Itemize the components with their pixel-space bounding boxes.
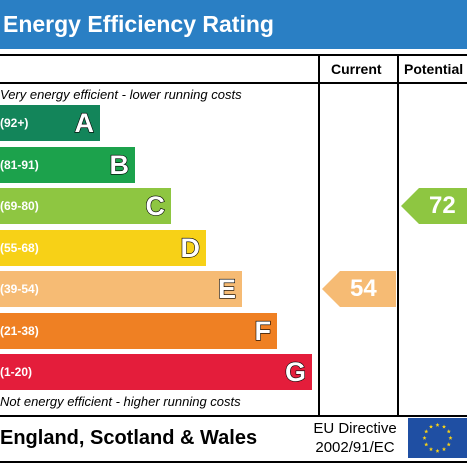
eu-star-icon bbox=[441, 447, 447, 452]
eu-star-icon bbox=[446, 429, 451, 434]
band-d: (55-68) D bbox=[0, 230, 206, 266]
column-divider-current bbox=[318, 54, 320, 417]
band-b: (81-91) B bbox=[0, 147, 135, 183]
column-header-potential: Potential bbox=[404, 61, 464, 77]
current-rating-value: 54 bbox=[350, 275, 377, 302]
eu-star-icon bbox=[428, 424, 434, 429]
frame-header-divider bbox=[0, 82, 467, 84]
note-bottom: Not energy efficient - higher running co… bbox=[0, 394, 241, 409]
frame-footer-line bbox=[0, 415, 467, 417]
eu-star-icon bbox=[424, 429, 429, 434]
band-range-label: (55-68) bbox=[0, 241, 39, 255]
eu-star-icon bbox=[422, 435, 427, 440]
band-letter-label: A bbox=[74, 107, 95, 138]
band-e: (39-54) E bbox=[0, 271, 242, 307]
band-letter-label: C bbox=[145, 190, 166, 221]
eu-directive-line2: 2002/91/EC bbox=[315, 439, 395, 456]
band-letter-label: E bbox=[217, 273, 236, 304]
eu-star-icon bbox=[446, 442, 451, 447]
eu-star-icon bbox=[435, 422, 440, 427]
band-f: (21-38) F bbox=[0, 313, 277, 349]
band-range-label: (69-80) bbox=[0, 199, 39, 213]
eu-directive-line1: EU Directive bbox=[313, 420, 397, 437]
eu-star-icon bbox=[441, 424, 447, 429]
eu-star-icon bbox=[435, 448, 440, 453]
band-letter-label: F bbox=[254, 315, 272, 346]
band-range-label: (92+) bbox=[0, 116, 29, 130]
note-top: Very energy efficient - lower running co… bbox=[0, 87, 242, 102]
band-letter-label: B bbox=[109, 149, 130, 180]
frame-top-line bbox=[0, 54, 467, 56]
eu-star-icon bbox=[424, 442, 429, 447]
eu-star-icon bbox=[428, 447, 434, 452]
potential-rating-shape bbox=[401, 188, 467, 224]
eu-flag-icon bbox=[408, 418, 467, 458]
current-rating: 54 bbox=[322, 271, 396, 307]
band-c: (69-80) C bbox=[0, 188, 171, 224]
band-range-label: (1-20) bbox=[0, 365, 33, 379]
band-g: (1-20) G bbox=[0, 354, 312, 390]
band-letter-label: G bbox=[284, 356, 306, 387]
column-header-current: Current bbox=[331, 61, 382, 77]
column-divider-potential bbox=[397, 54, 399, 417]
potential-rating: 72 bbox=[401, 188, 467, 224]
band-range-label: (81-91) bbox=[0, 158, 39, 172]
band-letter-label: D bbox=[180, 232, 201, 263]
band-a: (92+) A bbox=[0, 105, 100, 141]
band-range-label: (21-38) bbox=[0, 324, 39, 338]
chart-title: Energy Efficiency Rating bbox=[0, 0, 467, 49]
potential-rating-value: 72 bbox=[429, 192, 456, 219]
frame-bottom-line bbox=[0, 461, 467, 463]
current-rating-shape bbox=[322, 271, 396, 307]
band-range-label: (39-54) bbox=[0, 282, 39, 296]
eu-star-icon bbox=[448, 435, 453, 440]
footer-region: England, Scotland & Wales bbox=[0, 427, 258, 449]
